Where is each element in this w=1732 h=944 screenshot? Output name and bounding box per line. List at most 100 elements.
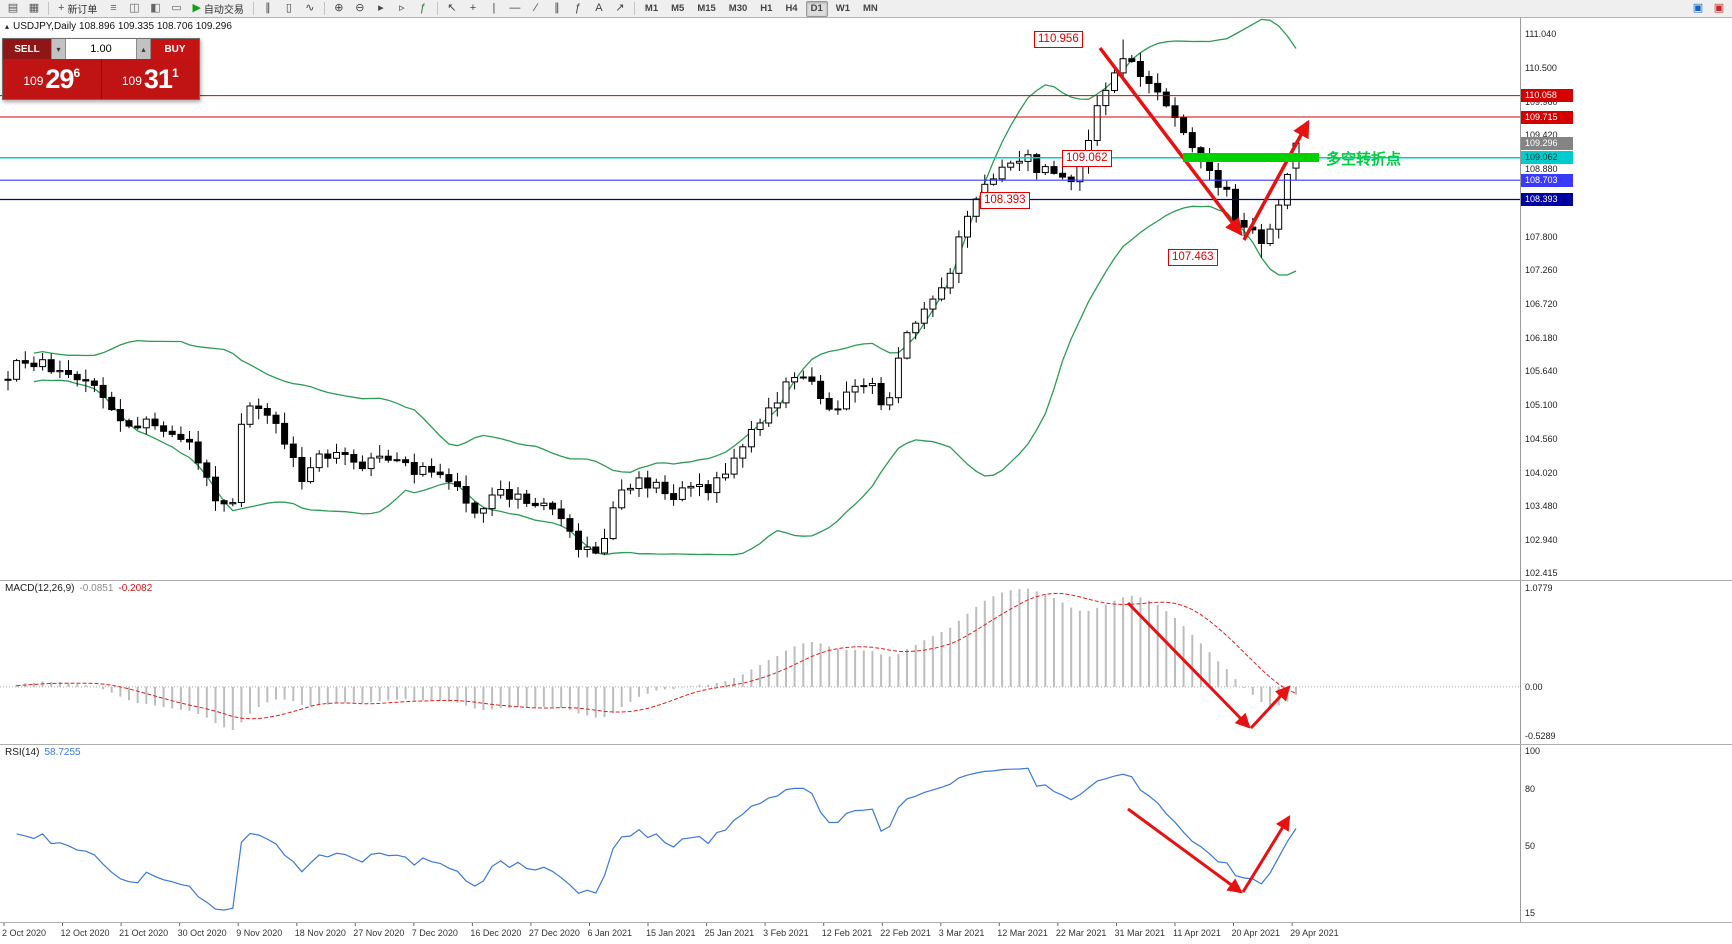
timeframe-button-m30[interactable]: M30 [728,2,748,14]
chart-ohlc-info: ▴ USDJPY,Daily 108.896 109.335 108.706 1… [5,21,232,32]
timeframe-button-h1[interactable]: H1 [760,2,773,14]
date-label: 3 Mar 2021 [938,928,985,938]
date-label: 31 Mar 2021 [1114,928,1166,938]
main-macd-splitter[interactable] [0,580,1732,581]
zoom-out-icon[interactable]: ⊖ [350,1,370,16]
date-label: 21 Oct 2020 [119,928,169,938]
price-tick: 102.940 [1525,535,1558,545]
horizontal-lines [0,95,1520,201]
chart-window-icon[interactable]: ▤ [3,1,23,16]
tile-windows-icon[interactable]: ▦ [24,1,44,16]
trendline-icon-icon: ∕ [534,2,537,14]
sell-price-button[interactable]: 109 29 6 [3,59,102,99]
zoom-out-icon-icon: ⊖ [355,2,365,14]
fibonacci-icon[interactable]: ƒ [568,1,588,16]
chart-shift-icon[interactable]: ▹ [392,1,412,16]
price-tick: 107.260 [1525,265,1558,276]
ohlc-bars-icon-icon: ∥ [265,2,271,14]
toolbar-separator [323,2,325,15]
date-label: 29 Apr 2021 [1290,928,1339,938]
price-tick: 106.720 [1525,299,1558,309]
indicators-icon-icon: ƒ [419,2,426,14]
market-watch-icon[interactable]: ≡ [103,1,123,16]
channel-icon[interactable]: ∥ [547,1,567,16]
price-tag: 108.393 [1521,193,1573,206]
buy-price-pip: 1 [171,66,179,80]
timeframe-button-m5[interactable]: M5 [671,2,685,14]
timeframe-button-d1[interactable]: D1 [805,0,828,17]
cursor-icon-icon: ↖ [447,2,457,14]
trend-arrows [1098,46,1310,894]
annotation-pivot-price[interactable]: 109.062 [1062,150,1112,167]
date-label: 16 Dec 2020 [470,928,522,938]
data-window-icon[interactable]: ◫ [124,1,144,16]
volume-increase-button[interactable]: ▴ [136,39,151,59]
candlestick-icon-icon: ▯ [285,2,292,14]
zoom-in-icon-icon: ⊕ [334,2,344,14]
annotation-support-price[interactable]: 108.393 [980,192,1030,209]
volume-decrease-button[interactable]: ▾ [51,39,66,59]
toolbar-separator [633,2,635,15]
line-chart-icon-icon: ∿ [305,2,315,14]
rsi-axis-label: 15 [1525,907,1536,918]
new-order-button[interactable]: + 新订单 [58,2,98,17]
volume-input[interactable] [66,39,136,59]
chart-shift-icon-icon: ▹ [399,2,405,14]
buy-button[interactable]: BUY [151,39,199,59]
macd-axis-label: 1.0779 [1525,582,1553,593]
chart-profile-icon[interactable]: ▣ [1688,1,1708,16]
timeframe-button-h4[interactable]: H4 [785,2,798,14]
new-order-icon: + [58,2,65,14]
chart-window-icon-icon: ▤ [7,2,19,14]
rsi-axis-label: 100 [1525,745,1541,756]
price-tick: 107.800 [1525,231,1558,242]
price-tick: 105.640 [1525,366,1558,377]
annotation-peak-price[interactable]: 110.956 [1034,31,1083,48]
fibonacci-icon-icon: ƒ [574,2,581,14]
candlestick-icon[interactable]: ▯ [279,1,299,16]
line-chart-icon[interactable]: ∿ [300,1,320,16]
buy-price-button[interactable]: 109 31 1 [102,59,200,99]
macd-rsi-splitter[interactable] [0,744,1732,745]
autotrading-icon: ▶ [192,2,201,14]
annotation-low-price[interactable]: 107.463 [1168,249,1218,266]
timeframe-button-mn[interactable]: MN [863,2,878,14]
horizontal-line-icon[interactable]: — [505,1,525,16]
price-tick: 105.100 [1525,400,1558,411]
help-icon[interactable]: ▣ [1709,1,1729,16]
macd-label: MACD(12,26,9) -0.0851 -0.2082 [5,583,153,594]
timeframe-button-m1[interactable]: M1 [644,2,659,14]
pivot-zone-text[interactable]: 多空转折点 [1326,151,1402,168]
arrows-icon[interactable]: ↗ [610,1,630,16]
price-tick: 104.560 [1525,433,1558,444]
timeframe-button-w1[interactable]: W1 [835,2,850,14]
timeframe-button-m15[interactable]: M15 [697,2,716,14]
trendline-icon[interactable]: ∕ [526,1,546,16]
toolbar-separator [436,2,438,15]
price-tag: 110.058 [1521,89,1573,103]
date-label: 3 Feb 2021 [763,928,809,938]
date-label: 9 Nov 2020 [236,928,283,938]
price-tick: 110.500 [1525,63,1557,73]
one-click-collapse-icon[interactable]: ▴ [5,22,10,31]
autotrading-button[interactable]: ▶ 自动交易 [192,2,244,17]
zoom-in-icon[interactable]: ⊕ [329,1,349,16]
vertical-line-icon[interactable]: | [484,1,504,16]
indicators-icon[interactable]: ƒ [413,1,433,16]
sell-button[interactable]: SELL [3,39,51,59]
horizontal-line-icon-icon: — [509,2,521,14]
help-icon-icon: ▣ [1713,2,1725,14]
cursor-icon[interactable]: ↖ [442,1,462,16]
terminal-icon[interactable]: ▭ [166,1,186,16]
price-tick: 106.180 [1525,332,1558,343]
buy-price-big: 31 [143,64,173,94]
ohlc-bars-icon[interactable]: ∥ [258,1,278,16]
crosshair-icon[interactable]: + [463,1,483,16]
auto-scroll-icon[interactable]: ▸ [371,1,391,16]
sell-price-big: 29 [45,64,74,94]
pivot-zone-bar[interactable] [1183,153,1319,162]
text-label-icon[interactable]: A [589,1,609,16]
date-label: 6 Jan 2021 [587,928,633,938]
chart-profile-icon-icon: ▣ [1692,2,1704,14]
navigator-icon[interactable]: ◧ [145,1,165,16]
